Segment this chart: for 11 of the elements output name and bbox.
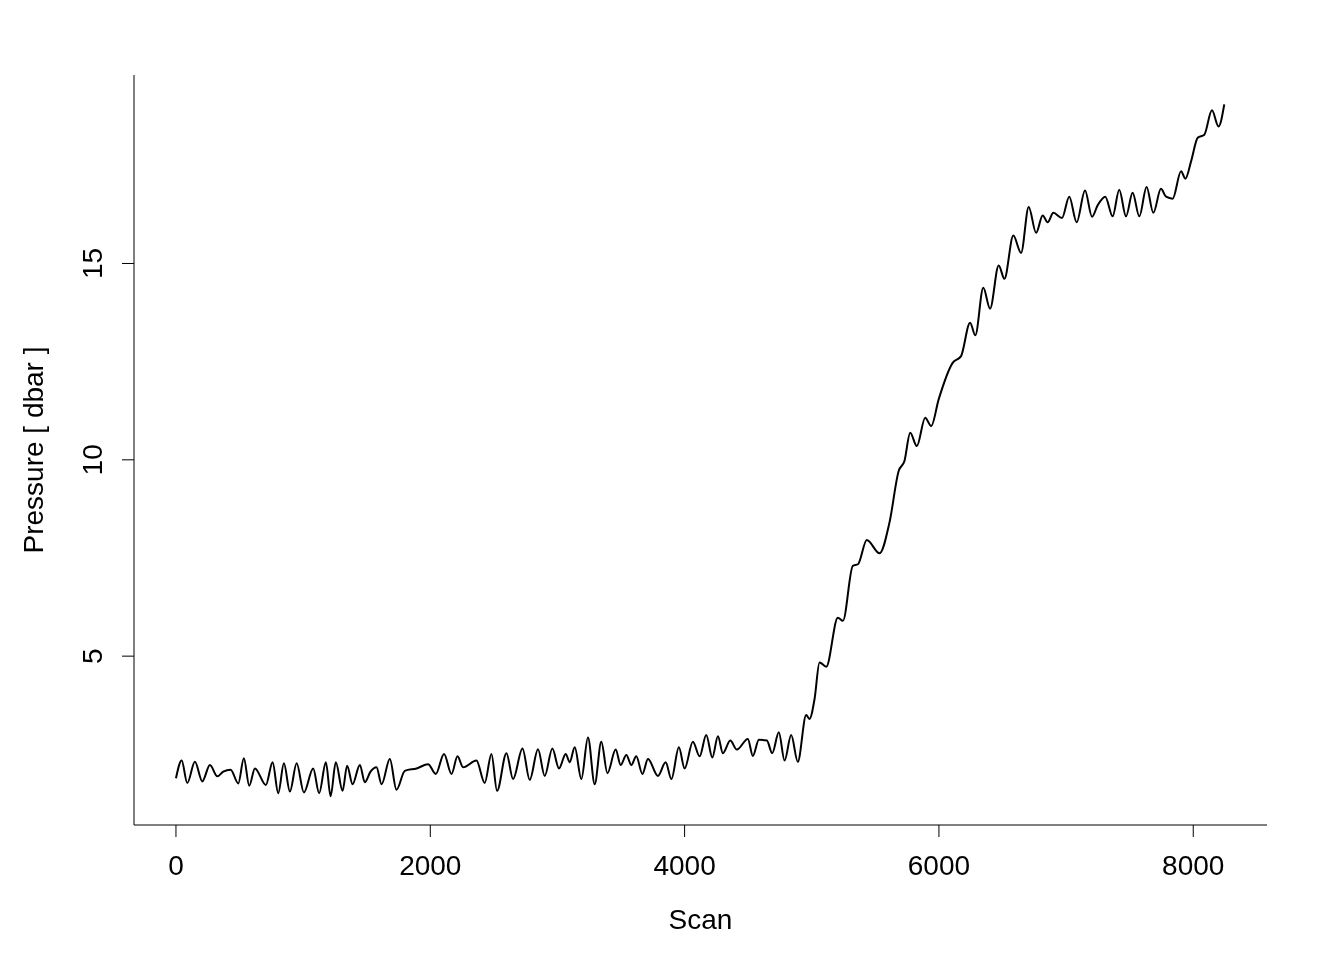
x-tick-label: 6000 (907, 850, 971, 881)
y-tick-label: 10 (77, 444, 108, 476)
line-series (174, 103, 1226, 798)
y-axis-title: Pressure [ dbar ] (18, 346, 50, 554)
x-tick-label: 2000 (399, 850, 462, 881)
y-tick-label: 5 (77, 648, 108, 664)
x-tick-label: 8000 (1162, 850, 1225, 881)
x-axis-title: Scan (667, 904, 734, 936)
x-tick-label: 0 (168, 850, 184, 881)
y-tick-label: 15 (77, 247, 108, 280)
x-tick-label: 4000 (653, 850, 716, 881)
